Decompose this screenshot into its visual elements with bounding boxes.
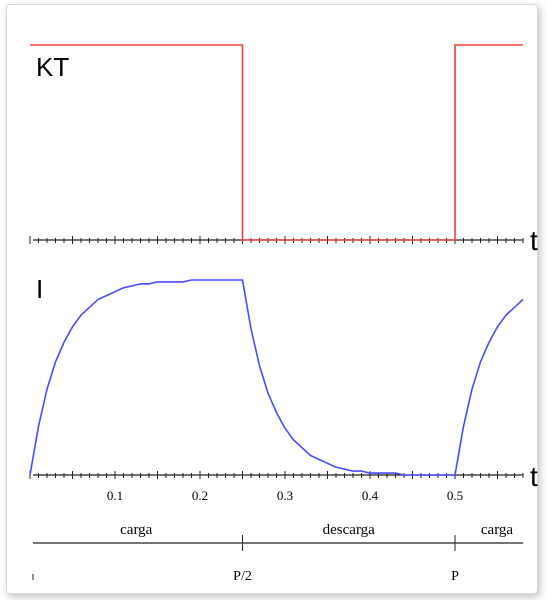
phase-label: descarga bbox=[323, 522, 376, 538]
phase-label: carga bbox=[481, 522, 514, 538]
period-label: P bbox=[451, 569, 459, 584]
period-label: P/2 bbox=[233, 569, 252, 584]
x-tick-label: 0.2 bbox=[192, 488, 208, 503]
panel-label: I bbox=[36, 274, 43, 304]
phase-label: carga bbox=[120, 522, 153, 538]
panel-label: KT bbox=[36, 52, 69, 82]
curve bbox=[29, 279, 524, 476]
axis-label: t bbox=[530, 461, 538, 492]
frame bbox=[6, 4, 538, 594]
x-tick-label: 0.5 bbox=[447, 488, 463, 503]
x-tick-label: 0.1 bbox=[107, 488, 123, 503]
curve bbox=[30, 44, 523, 241]
x-tick-label: 0.3 bbox=[277, 488, 293, 503]
axis-label: t bbox=[530, 225, 538, 256]
x-tick-label: 0.4 bbox=[362, 488, 379, 503]
